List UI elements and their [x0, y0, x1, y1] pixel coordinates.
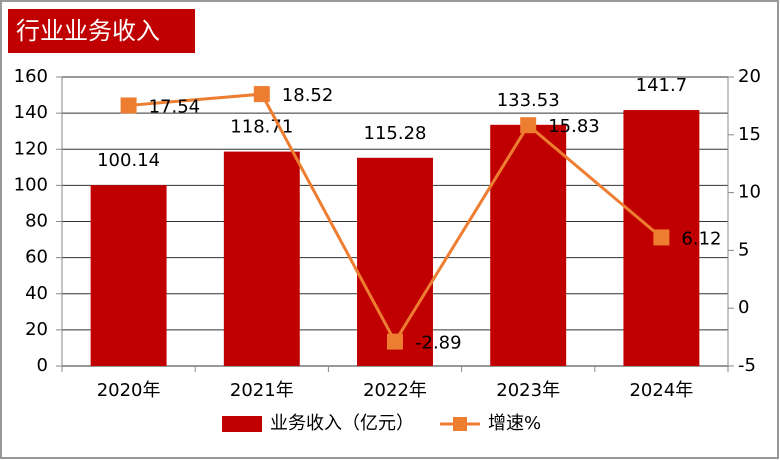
- data-label: 115.28: [364, 123, 427, 144]
- y-tick-label: 20: [25, 319, 48, 340]
- data-label: 6.12: [681, 228, 721, 249]
- bar: [90, 185, 167, 366]
- data-label: -2.89: [415, 333, 462, 354]
- line-marker: [253, 86, 270, 103]
- y-tick-label: 160: [14, 66, 48, 87]
- data-label: 17.54: [149, 96, 201, 117]
- y-tick-label: 40: [25, 283, 48, 304]
- data-label: 100.14: [97, 150, 160, 171]
- legend-marker: [453, 417, 467, 431]
- line-marker: [387, 333, 403, 350]
- bar: [223, 151, 300, 366]
- y2-tick-label: -5: [738, 355, 756, 376]
- y2-tick-label: 15: [738, 124, 761, 145]
- y-tick-label: 120: [14, 138, 48, 159]
- line-marker: [520, 117, 537, 134]
- y-tick-label: 100: [14, 174, 48, 195]
- x-tick-label: 2024年: [629, 380, 693, 401]
- y2-tick-label: 5: [738, 239, 749, 260]
- bar: [490, 124, 567, 367]
- y-tick-label: 80: [25, 211, 48, 232]
- y2-tick-label: 0: [738, 297, 749, 318]
- data-label: 15.83: [548, 116, 600, 137]
- y-tick-label: 140: [14, 102, 48, 123]
- y-tick-label: 60: [25, 247, 48, 268]
- y-tick-label: 0: [37, 355, 48, 376]
- legend-label: 增速%: [488, 413, 541, 434]
- line-marker: [120, 97, 137, 114]
- x-tick-label: 2023年: [496, 380, 560, 401]
- legend-swatch: [222, 416, 262, 432]
- data-label: 133.53: [497, 90, 560, 111]
- data-label: 18.52: [282, 85, 334, 106]
- bar: [357, 157, 433, 366]
- y2-tick-label: 10: [738, 182, 761, 203]
- chart-title: 行业业务收入: [16, 17, 160, 45]
- title-box: [8, 9, 195, 53]
- x-tick-label: 2020年: [97, 380, 161, 401]
- x-tick-label: 2021年: [230, 380, 294, 401]
- y2-tick-label: 20: [738, 66, 761, 87]
- x-tick-label: 2022年: [363, 380, 427, 401]
- data-label: 141.7: [636, 75, 688, 96]
- legend-label: 业务收入（亿元）: [270, 413, 414, 434]
- line-marker: [653, 229, 670, 246]
